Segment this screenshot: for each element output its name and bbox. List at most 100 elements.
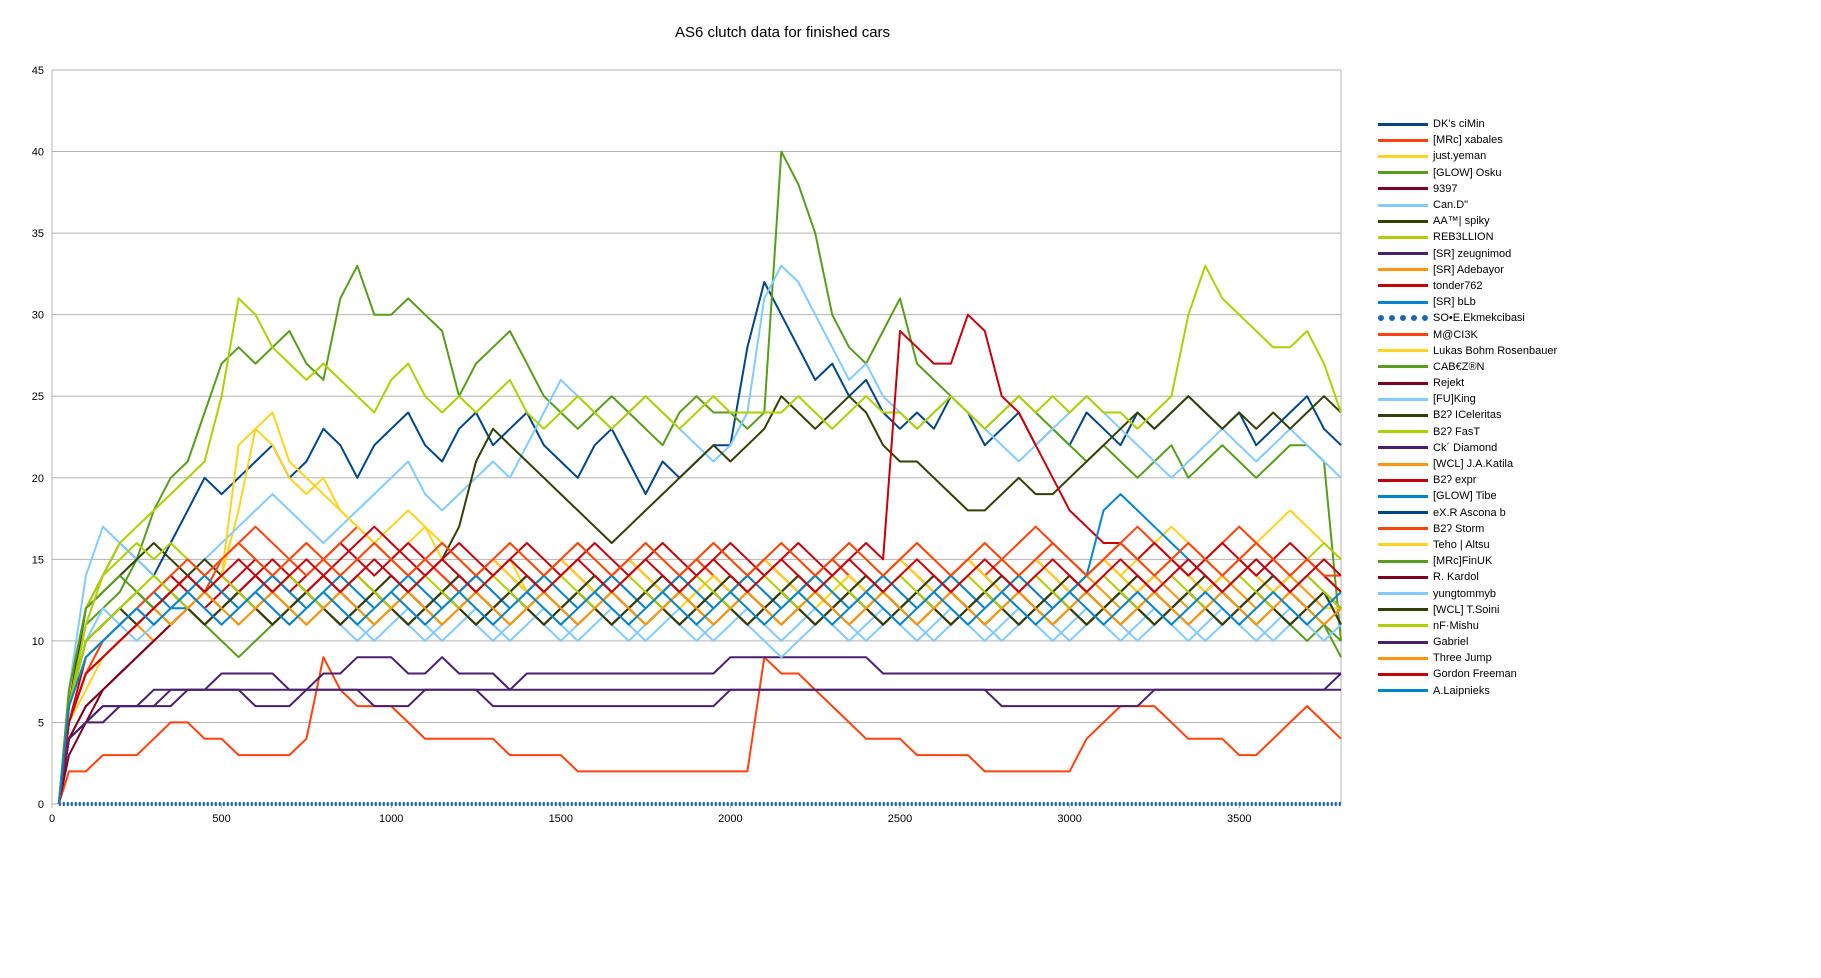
x-tick-label: 3500 (1227, 813, 1251, 825)
legend-label: B2ʔ ICeleritas (1433, 409, 1502, 422)
legend-swatch (1378, 235, 1428, 239)
legend-swatch (1378, 171, 1428, 175)
legend-swatch (1378, 689, 1428, 693)
series-line-35 (57, 558, 1342, 805)
y-tick-label: 25 (32, 391, 44, 403)
axes: 0 5 10 15 20 25 30 35 40 45 0 500 1000 1500 2000 2500 30… (32, 65, 1342, 825)
legend-label: R. Kardol (1433, 571, 1479, 584)
legend-item: CAB€Z®N (1378, 359, 1557, 375)
legend-item: B2ʔ ICeleritas (1378, 407, 1557, 423)
legend-swatch (1378, 527, 1428, 531)
legend-item: Can.D" (1378, 197, 1557, 213)
legend-swatch (1378, 592, 1428, 596)
legend-item: DK's ciMin (1378, 116, 1557, 132)
series-line-8 (57, 264, 1342, 805)
legend-swatch (1378, 494, 1428, 498)
legend-item: SO•E.Ekmekcibasi (1378, 310, 1557, 326)
legend-item: M@CI3K (1378, 326, 1557, 342)
legend-item: eX.R Ascona b (1378, 505, 1557, 521)
legend-label: [MRc]FinUK (1433, 555, 1493, 568)
legend-swatch (1378, 187, 1428, 191)
x-tick-label: 1500 (549, 813, 573, 825)
legend-item: A.Laipnieks (1378, 683, 1557, 699)
legend-swatch (1378, 656, 1428, 660)
y-tick-label: 5 (38, 717, 44, 729)
legend-item: Rejekt (1378, 375, 1557, 391)
series-lines (57, 150, 1342, 806)
legend-item: Three Jump (1378, 650, 1557, 666)
legend-item: nF·Mishu (1378, 618, 1557, 634)
y-tick-label: 45 (32, 65, 44, 77)
legend-label: [SR] bLb (1433, 296, 1476, 309)
series-line-2 (57, 656, 1342, 805)
legend-swatch (1378, 122, 1428, 126)
legend-label: eX.R Ascona b (1433, 506, 1506, 519)
legend-item: B2ʔ FasT (1378, 424, 1557, 440)
legend-label: [FU]King (1433, 393, 1476, 406)
legend-label: 9397 (1433, 182, 1458, 195)
legend-label: M@CI3K (1433, 328, 1478, 341)
y-tick-label: 0 (38, 799, 44, 811)
legend-item: [MRc] xabales (1378, 132, 1557, 148)
series-line-24 (57, 493, 1342, 805)
legend-label: [WCL] J.A.Katila (1433, 458, 1514, 471)
legend-swatch (1378, 154, 1428, 158)
legend-item: Lukas Bohm Rosenbauer (1378, 343, 1557, 359)
legend-item: [WCL] J.A.Katila (1378, 456, 1557, 472)
y-tick-label: 15 (32, 554, 44, 566)
chart-title: AS6 clutch data for finished cars (674, 24, 891, 41)
x-tick-label: 3000 (1057, 813, 1081, 825)
x-tick-label: 0 (49, 813, 55, 825)
legend-label: Teho | Altsu (1433, 538, 1490, 551)
legend-swatch (1378, 478, 1428, 482)
legend-swatch (1378, 365, 1428, 369)
legend-label: Rejekt (1433, 377, 1465, 390)
legend-swatch (1378, 543, 1428, 547)
legend-swatch (1378, 333, 1428, 337)
legend-swatch (1378, 381, 1428, 385)
legend-swatch (1378, 397, 1428, 401)
y-tick-label: 30 (32, 310, 44, 322)
legend-label: just.yeman (1433, 150, 1487, 163)
legend-swatch (1378, 608, 1428, 612)
series-line-14 (57, 525, 1342, 805)
legend-label: [GLOW] Tibe (1433, 490, 1497, 503)
series-line-6 (57, 264, 1342, 805)
legend-swatch (1378, 413, 1428, 417)
x-tick-label: 2000 (718, 813, 742, 825)
legend-label: nF·Mishu (1433, 619, 1479, 632)
legend-label: B2ʔ expr (1433, 474, 1477, 487)
series-line-4 (57, 150, 1342, 805)
legend-item: Gabriel (1378, 634, 1557, 650)
legend-label: Gordon Freeman (1433, 668, 1517, 681)
legend-item: [FU]King (1378, 391, 1557, 407)
legend-label: [SR] zeugnimod (1433, 247, 1512, 260)
x-tick-label: 2500 (888, 813, 912, 825)
legend-label: SO•E.Ekmekcibasi (1433, 312, 1525, 325)
legend-item: [MRc]FinUK (1378, 553, 1557, 569)
legend-label: Gabriel (1433, 636, 1469, 649)
legend-label: [WCL] T.Soini (1433, 603, 1500, 616)
legend-swatch (1378, 349, 1428, 353)
legend-item: AA™| spiky (1378, 213, 1557, 229)
series-line-3 (57, 427, 1342, 805)
legend-label: tonder762 (1433, 279, 1483, 292)
series-line-26 (57, 542, 1341, 805)
legend-label: Lukas Bohm Rosenbauer (1433, 344, 1558, 357)
legend-swatch (1378, 268, 1428, 272)
series-line-9 (57, 656, 1341, 805)
x-tick-label: 1000 (379, 813, 403, 825)
legend-swatch (1378, 640, 1428, 644)
series-line-36 (57, 591, 1342, 805)
series-line-21 (57, 672, 1342, 805)
legend-item: just.yeman (1378, 148, 1557, 164)
legend-item: REB3LLION (1378, 229, 1557, 245)
y-tick-label: 40 (32, 147, 44, 159)
legend-swatch (1378, 462, 1428, 466)
legend-item: 9397 (1378, 181, 1557, 197)
legend-swatch (1378, 575, 1428, 579)
series-line-33 (57, 688, 1341, 805)
legend-item: yungtommyb (1378, 585, 1557, 601)
legend-label: [MRc] xabales (1433, 134, 1503, 147)
legend-item: [SR] bLb (1378, 294, 1557, 310)
